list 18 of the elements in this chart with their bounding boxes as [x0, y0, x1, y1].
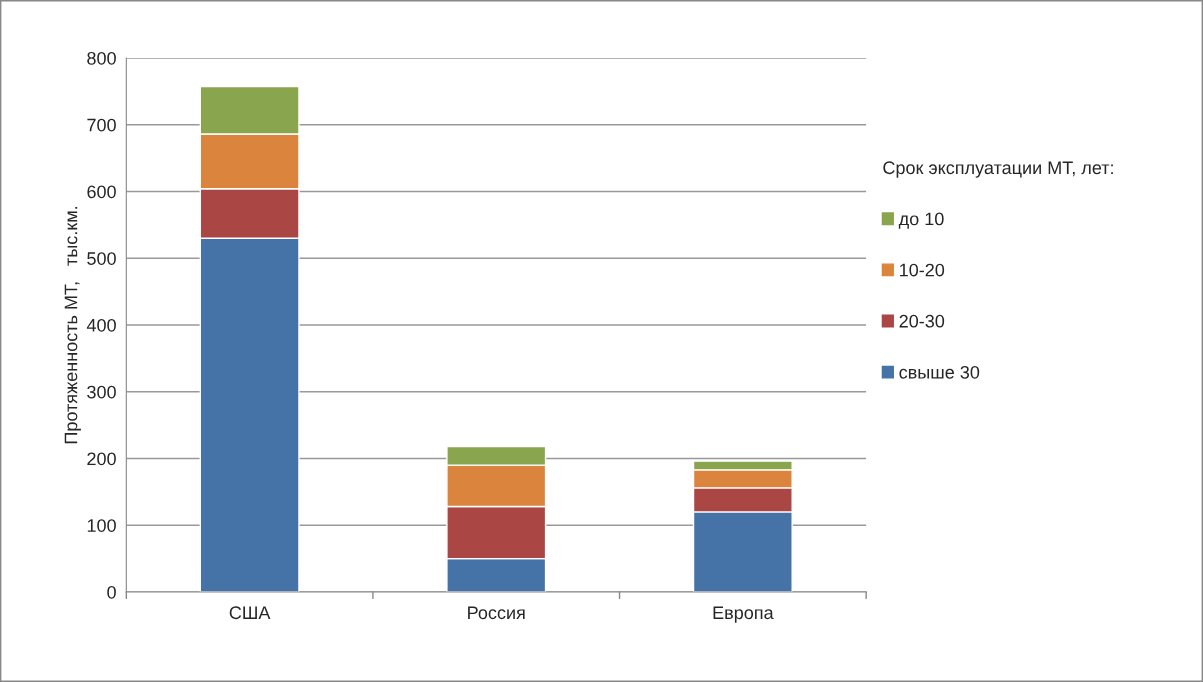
y-tick-label: 300: [87, 385, 116, 399]
legend-label: до 10: [898, 212, 944, 229]
x-tick-label: Европа: [713, 606, 774, 623]
legend-label: 20-30: [899, 314, 945, 328]
legend-label: свыше 30: [899, 365, 980, 379]
y-tick-label: 800: [87, 51, 116, 65]
y-axis-title: Протяженность МТ, тыс.км.: [64, 206, 81, 444]
y-tick-label: 100: [87, 519, 116, 532]
y-tick-label: 200: [87, 452, 116, 466]
y-tick-label: 700: [87, 118, 116, 132]
x-tick-label: Россия: [468, 606, 525, 620]
y-tick-label: 600: [87, 185, 116, 199]
y-tick-label: 500: [87, 252, 116, 265]
legend-label: 10-20: [900, 263, 945, 277]
x-tick-label: США: [229, 606, 271, 620]
y-tick-label: 0: [107, 585, 116, 599]
y-tick-label: 400: [86, 318, 116, 332]
legend-title: Срок эксплуатации МТ, лет:: [883, 161, 1113, 178]
